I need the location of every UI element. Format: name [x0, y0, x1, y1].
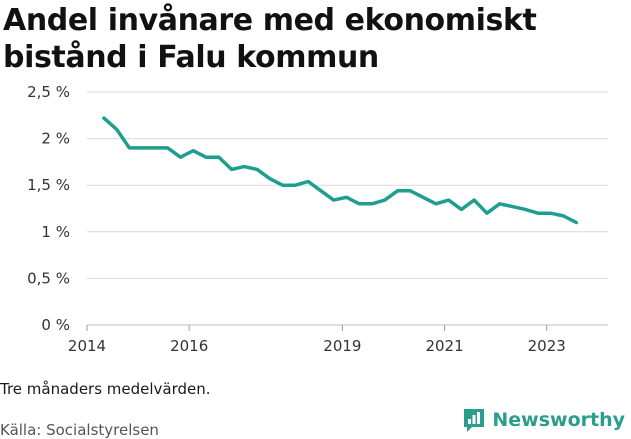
x-tick-label: 2023 [528, 337, 566, 355]
y-tick-label: 0 % [41, 316, 70, 334]
x-axis-ticks: 2014 2016 2019 2021 2023 [68, 325, 566, 355]
chart-title: Andel invånare med ekonomiskt bistånd i … [3, 2, 623, 76]
chart-title-line-2: bistånd i Falu kommun [3, 40, 379, 75]
brand-name: Newsworthy [492, 409, 625, 431]
line-chart: 0 % 0,5 % 1 % 1,5 % 2 % 2,5 % 2014 2016 2019 202… [27, 83, 608, 355]
y-tick-label: 2 % [41, 130, 70, 148]
y-tick-label: 2,5 % [27, 83, 70, 101]
x-tick-label: 2014 [68, 337, 106, 355]
source-label: Källa: Socialstyrelsen [0, 421, 159, 439]
series-line [102, 116, 579, 225]
chart-title-line-1: Andel invånare med ekonomiskt [3, 3, 537, 38]
chart-note: Tre månaders medelvärden. [0, 380, 211, 398]
y-tick-label: 1,5 % [27, 176, 70, 194]
y-tick-label: 1 % [41, 223, 70, 241]
series-layer [102, 116, 579, 225]
brand-logo: Newsworthy [462, 407, 625, 433]
y-axis-ticks: 0 % 0,5 % 1 % 1,5 % 2 % 2,5 % [27, 83, 70, 334]
y-tick-label: 0,5 % [27, 269, 70, 287]
grid-lines [87, 91, 608, 326]
x-tick-label: 2021 [425, 337, 463, 355]
x-tick-label: 2016 [170, 337, 208, 355]
newsworthy-logo-icon [464, 409, 485, 432]
x-tick-label: 2019 [323, 337, 361, 355]
